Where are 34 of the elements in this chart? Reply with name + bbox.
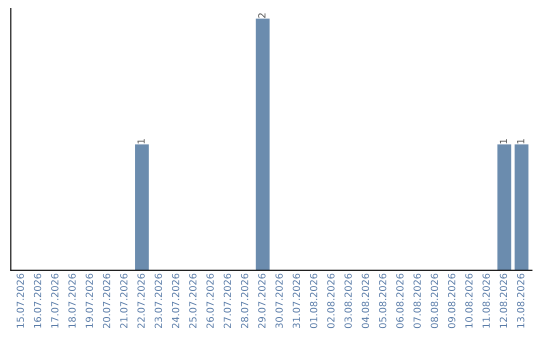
x-tick-label: 19.07.2026 [86, 274, 93, 328]
x-tick-label: 26.07.2026 [206, 274, 214, 328]
x-tick-label: 30.07.2026 [275, 274, 283, 328]
data-label: 1 [500, 139, 507, 144]
x-tick-label: 02.08.2026 [327, 274, 335, 328]
x-tick-label: 03.08.2026 [344, 274, 352, 328]
x-tick-label: 22.07.2026 [137, 274, 145, 328]
x-tick-label: 13.08.2026 [517, 274, 524, 328]
x-tick-label: 27.07.2026 [224, 274, 232, 328]
x-tick-label: 12.08.2026 [500, 274, 508, 328]
x-tick-label: 08.08.2026 [430, 274, 438, 328]
x-tick-label: 05.08.2026 [378, 274, 386, 328]
x-tick-label: 23.07.2026 [154, 274, 162, 328]
x-tick-label: 29.07.2026 [258, 274, 266, 328]
x-tick-label: 28.07.2026 [240, 274, 248, 328]
x-tick-label: 25.07.2026 [189, 274, 197, 328]
x-tick-label: 15.07.2026 [16, 274, 24, 328]
data-label: 1 [138, 139, 145, 144]
x-tick-label: 18.07.2026 [68, 274, 76, 328]
x-tick-label: 07.08.2026 [413, 274, 421, 328]
x-tick-label: 17.07.2026 [51, 274, 58, 328]
x-tick-label: 10.08.2026 [465, 274, 473, 328]
x-tick-label: 16.07.2026 [34, 274, 42, 328]
x-tick-label: 04.08.2026 [362, 274, 370, 328]
x-tick-label: 24.07.2026 [172, 274, 180, 328]
x-tick-label: 21.07.2026 [120, 274, 128, 328]
x-tick-label: 31.07.2026 [292, 274, 300, 328]
x-tick-label: 11.08.2026 [482, 274, 490, 328]
data-label: 1 [517, 139, 524, 144]
x-tick-label: 06.08.2026 [396, 274, 404, 328]
x-tick-label: 01.08.2026 [310, 274, 318, 328]
data-label: 2 [258, 13, 266, 18]
x-tick-label: 20.07.2026 [102, 274, 110, 328]
x-tick-label: 09.08.2026 [448, 274, 456, 328]
